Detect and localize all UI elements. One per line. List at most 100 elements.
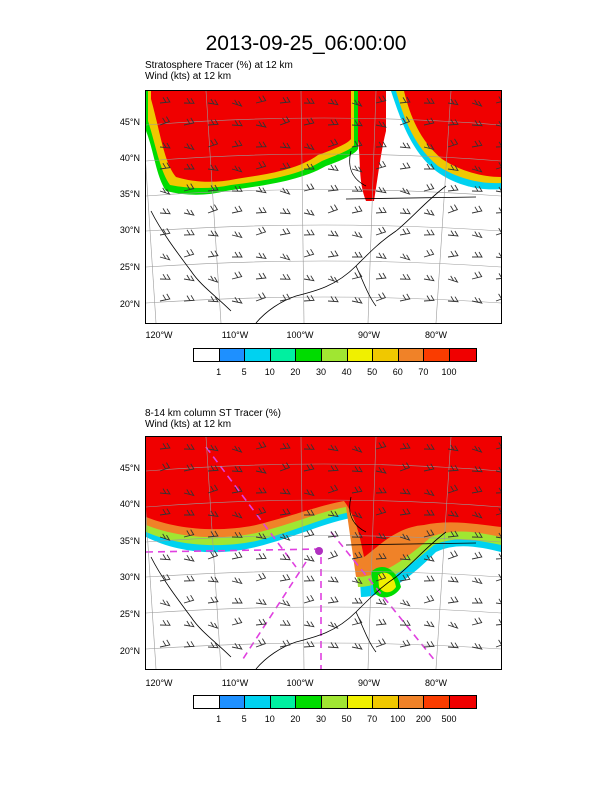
wind-barb xyxy=(375,441,387,450)
wind-barb xyxy=(351,140,363,148)
wind-barb xyxy=(447,204,459,214)
wind-barb xyxy=(303,443,315,450)
wind-barb xyxy=(159,273,171,280)
wind-barb xyxy=(375,532,387,540)
p2-lat-45: 45°N xyxy=(119,463,140,473)
wind-barb xyxy=(399,508,411,516)
wind-barb xyxy=(495,508,501,516)
wind-barb xyxy=(159,599,171,607)
wind-barb xyxy=(159,619,171,626)
wind-barb xyxy=(351,205,363,214)
wind-barb xyxy=(352,597,363,604)
wind-barb xyxy=(183,554,195,562)
wind-barb xyxy=(399,619,411,626)
wind-barb xyxy=(255,272,267,280)
wind-barb xyxy=(279,162,291,170)
wind-barb xyxy=(375,487,387,494)
wind-barb xyxy=(159,228,171,236)
wind-barb xyxy=(207,484,219,494)
wind-barb xyxy=(279,574,291,582)
wind-barb xyxy=(495,293,501,302)
wind-barb xyxy=(495,162,501,170)
wind-barb xyxy=(352,251,363,258)
colorbar-swatch xyxy=(373,349,399,361)
wind-barb xyxy=(231,205,243,214)
wind-barb xyxy=(303,183,315,192)
wind-barb xyxy=(207,444,219,452)
wind-barb xyxy=(232,597,243,604)
wind-barb xyxy=(232,251,243,258)
panel1-tracer-east-red xyxy=(404,91,501,177)
wind-barb xyxy=(159,533,171,541)
wind-barb xyxy=(207,510,219,517)
wind-barb xyxy=(279,208,291,215)
wind-barb xyxy=(447,444,459,452)
wind-barb xyxy=(303,248,315,258)
wind-barb xyxy=(255,618,267,626)
colorbar-label: 100 xyxy=(390,714,406,724)
panel2-colorbar xyxy=(193,695,477,709)
wind-barb xyxy=(255,572,267,582)
wind-barb xyxy=(279,187,291,195)
panel2-map xyxy=(145,436,502,670)
wind-barb xyxy=(399,187,411,195)
wind-barb xyxy=(207,621,219,629)
wind-barb xyxy=(207,230,219,237)
wind-barb xyxy=(207,550,219,560)
colorbar-label: 10 xyxy=(264,714,275,724)
wind-barb xyxy=(495,487,501,494)
colorbar-swatch xyxy=(296,696,322,708)
wind-barb xyxy=(303,620,315,628)
wind-barb xyxy=(399,554,411,561)
wind-barb xyxy=(471,466,483,473)
colorbar-swatch xyxy=(449,349,476,361)
wind-barb xyxy=(399,228,411,236)
wind-barb xyxy=(351,511,363,519)
colorbar-label: 1 xyxy=(216,367,222,377)
colorbar-swatch xyxy=(321,696,348,708)
wind-barb xyxy=(399,599,411,607)
wind-barb xyxy=(495,96,501,104)
wind-barb xyxy=(255,506,267,516)
wind-barb xyxy=(471,140,483,148)
panel2-magenta-contours xyxy=(146,446,437,669)
panel1-wind-label: Wind (kts) at 12 km xyxy=(145,71,232,82)
wind-barb xyxy=(327,164,339,171)
wind-barb xyxy=(447,642,459,649)
wind-barb xyxy=(327,230,339,237)
p2-lon-90: 90°W xyxy=(357,678,381,688)
wind-barb xyxy=(231,296,243,304)
p2-lat-35: 35°N xyxy=(119,536,140,546)
colorbar-label: 70 xyxy=(367,714,378,724)
wind-barb xyxy=(423,274,435,282)
wind-barb xyxy=(375,207,387,214)
p1-lat-40: 40°N xyxy=(119,153,140,163)
wind-barb xyxy=(447,484,459,494)
wind-barb xyxy=(495,120,501,127)
wind-barb xyxy=(327,184,339,192)
colorbar-swatch xyxy=(219,349,246,361)
wind-barb xyxy=(183,489,195,497)
panel1-colorbar xyxy=(193,348,477,362)
wind-barb xyxy=(399,293,411,302)
wind-barb xyxy=(184,509,195,516)
wind-barb xyxy=(303,229,315,236)
wind-barb xyxy=(255,95,267,104)
wind-barb xyxy=(255,226,267,236)
wind-barb xyxy=(375,292,387,302)
panel1-map-svg xyxy=(146,91,501,323)
wind-barb xyxy=(399,208,411,215)
colorbar-swatch xyxy=(373,696,399,708)
p1-lat-30: 30°N xyxy=(119,225,140,235)
wind-barb xyxy=(303,97,315,104)
wind-barb xyxy=(399,273,411,280)
colorbar-swatch xyxy=(245,349,271,361)
wind-barb xyxy=(399,253,411,261)
panel2-marker xyxy=(315,547,323,555)
wind-barb xyxy=(183,463,195,472)
wind-barb xyxy=(327,484,339,494)
plot-title: 2013-09-25_06:00:00 xyxy=(205,32,407,55)
wind-barb xyxy=(423,489,435,497)
wind-barb xyxy=(495,227,501,236)
wind-barb xyxy=(159,116,171,126)
